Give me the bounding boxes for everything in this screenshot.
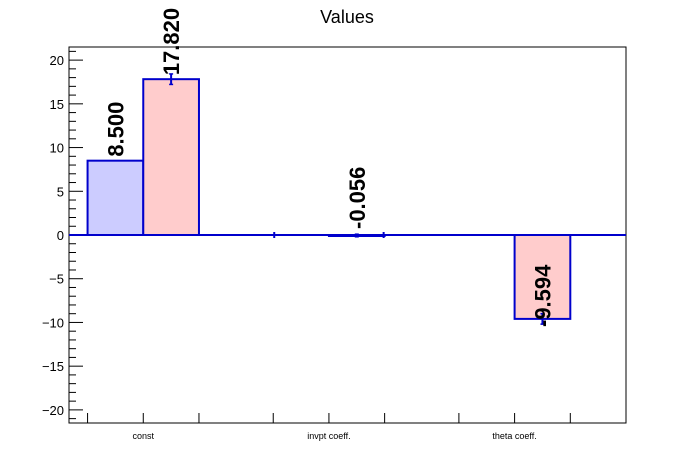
bar [142,78,200,236]
chart-title: Values [320,7,374,27]
x-category-label: theta coeff. [492,431,536,441]
data-labels: 8.500 17.820 -0.056 -9.594 [103,8,555,327]
y-tick-label: −15 [42,359,64,374]
y-tick-label: 10 [50,141,64,156]
y-tick-label: 0 [57,228,64,243]
bar [513,234,572,320]
data-label: -0.056 [345,167,370,229]
y-tick-label: −5 [49,272,64,287]
x-category-label: invpt coeff. [307,431,350,441]
y-tick-label: −20 [42,403,64,418]
x-axis: const invpt coeff. theta coeff. [87,413,571,441]
y-tick-label: 5 [57,184,64,199]
bars [69,73,626,325]
bar [86,159,145,237]
data-label: 17.820 [159,8,184,75]
x-category-label: const [133,431,155,441]
y-tick-label: −10 [42,315,64,330]
data-label: -9.594 [530,264,555,327]
y-tick-label: 20 [50,53,64,68]
data-label: 8.500 [103,102,128,157]
y-tick-label: 15 [50,97,64,112]
